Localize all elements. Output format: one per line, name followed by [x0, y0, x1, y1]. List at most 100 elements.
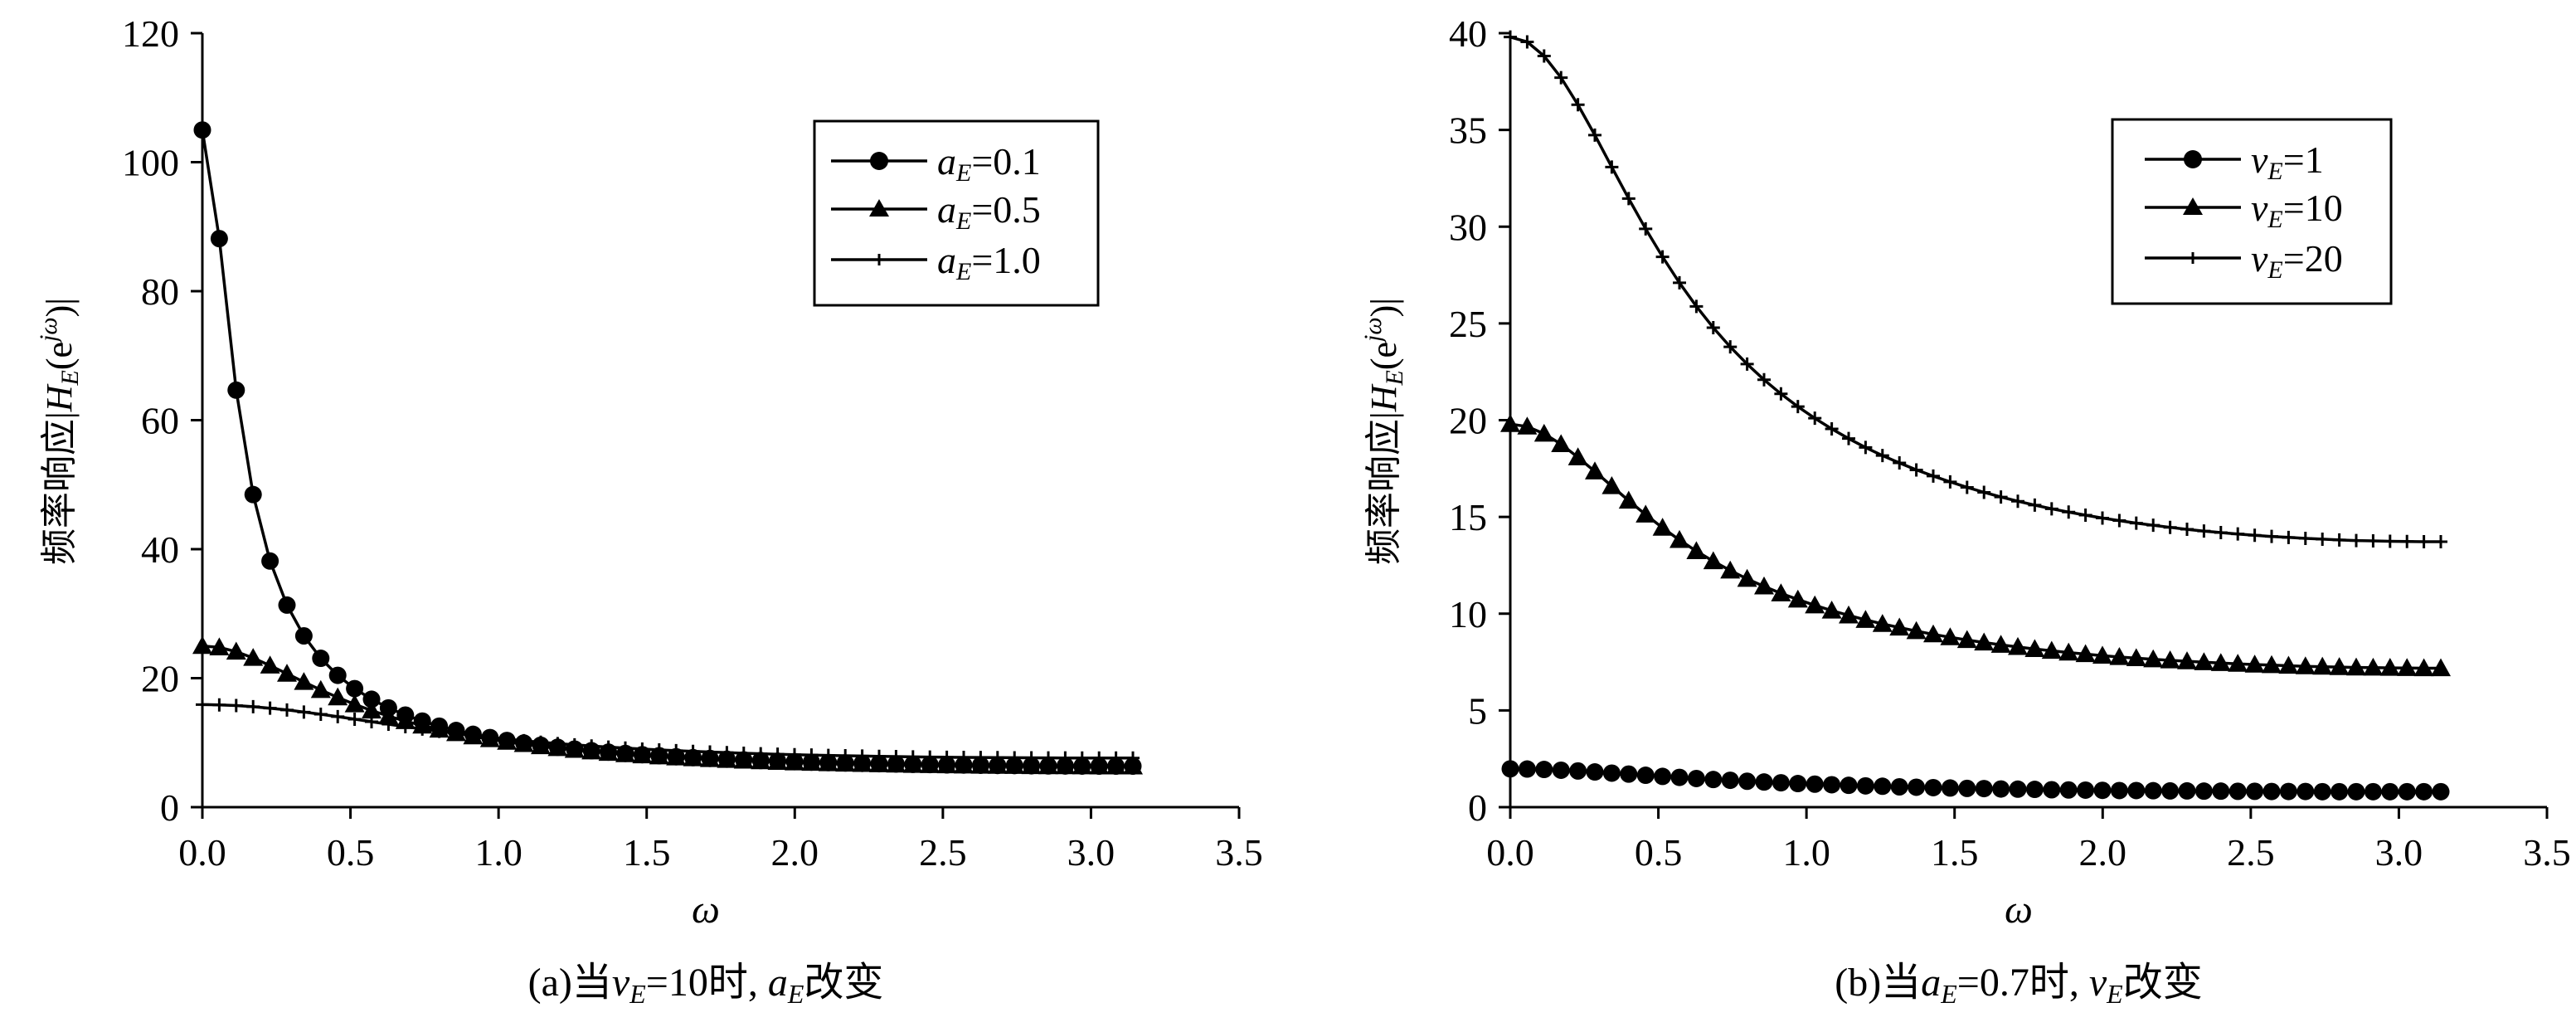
y-label-sup-b: jω — [1359, 317, 1387, 345]
data-point-b-2 — [1977, 485, 1991, 499]
data-point-a-1 — [1089, 756, 1110, 775]
data-point-a-1 — [852, 753, 872, 772]
x-tick-label-a: 2.0 — [771, 831, 819, 874]
data-point-b-1 — [1601, 476, 1622, 494]
data-point-b-2 — [1757, 372, 1771, 387]
ticks-a: 0.0 0.5 1.0 1.5 2.0 2.5 3.0 3.5 0 20 40 60 80 100 120 — [122, 12, 1263, 874]
data-point-b-1 — [1923, 624, 1943, 643]
plot-area-a — [192, 121, 1143, 776]
legend-a-label-1: aE=0.5 — [937, 188, 1041, 235]
data-point-b-2 — [1774, 387, 1788, 401]
data-point-b-1 — [2210, 653, 2231, 671]
data-point-b-1 — [2262, 655, 2282, 674]
data-point-b-0 — [1704, 771, 1723, 789]
panel-a: 0.0 0.5 1.0 1.5 2.0 2.5 3.0 3.5020406080100120 … — [35, 12, 1263, 1009]
data-point-b-1 — [1787, 589, 1808, 608]
data-point-a-1 — [902, 754, 923, 773]
y-label-bar-a: | — [39, 411, 80, 419]
data-point-b-2 — [1621, 192, 1636, 206]
y-tick-label-a: 0 — [160, 786, 179, 829]
data-point-a-0 — [362, 690, 381, 708]
data-point-a-2 — [686, 744, 700, 758]
panel-b: 0.0 0.5 1.0 1.5 2.0 2.5 3.0 3.5 0 5 10 15 20 25 30 35 40… — [1359, 12, 2571, 1009]
circle-marker-icon — [2184, 150, 2202, 168]
data-point-a-2 — [297, 705, 311, 719]
data-point-b-0 — [2059, 781, 2078, 799]
caption-a-mid: =10时, — [646, 961, 768, 1005]
data-point-b-1 — [1636, 504, 1656, 523]
data-point-a-2 — [246, 699, 260, 713]
data-point-b-0 — [2009, 780, 2027, 798]
y-label-h-a: H — [39, 383, 80, 412]
data-point-b-1 — [2295, 656, 2316, 674]
data-point-b-1 — [1585, 461, 1605, 479]
data-point-b-0 — [2212, 782, 2230, 801]
x-tick-label-b: 1.5 — [1931, 831, 1979, 874]
x-tick-label-b: 2.5 — [2227, 831, 2275, 874]
data-point-a-1 — [970, 756, 991, 774]
data-point-b-2 — [1723, 340, 1738, 354]
data-point-a-1 — [1123, 756, 1143, 775]
data-point-a-2 — [872, 749, 886, 763]
legend-a-entry-1: aE=0.5 — [831, 188, 1041, 235]
data-point-b-0 — [1992, 780, 2010, 798]
caption-a-post: 改变 — [804, 961, 883, 1005]
data-point-b-2 — [2231, 527, 2245, 541]
data-point-b-1 — [2008, 636, 2028, 655]
data-point-b-1 — [1737, 568, 1757, 587]
data-point-b-2 — [2366, 534, 2380, 548]
data-point-a-1 — [920, 755, 940, 773]
data-point-b-0 — [1975, 780, 1993, 798]
legend-b-label-1: vE=10 — [2251, 187, 2343, 233]
data-point-b-1 — [1821, 601, 1842, 619]
data-point-b-2 — [1689, 299, 1704, 314]
data-point-a-2 — [957, 750, 970, 764]
data-point-b-0 — [1958, 779, 1976, 797]
data-point-a-1 — [818, 753, 838, 771]
data-point-b-0 — [1620, 765, 1638, 783]
data-point-b-1 — [2379, 658, 2400, 676]
data-point-b-0 — [1890, 778, 1908, 796]
data-point-b-0 — [2161, 781, 2180, 800]
data-point-a-1 — [869, 754, 889, 772]
x-tick-label-b: 3.0 — [2375, 831, 2423, 874]
data-point-a-1 — [1055, 756, 1076, 775]
data-point-b-2 — [1571, 98, 1585, 112]
legend-b: vE=1 vE=10 vE=20 — [2111, 118, 2393, 305]
data-point-a-0 — [278, 596, 296, 614]
caption-b-post: 改变 — [2123, 961, 2203, 1005]
data-point-a-2 — [855, 749, 869, 763]
data-point-b-1 — [2109, 646, 2130, 665]
data-point-a-2 — [940, 750, 954, 764]
data-point-a-2 — [348, 712, 362, 726]
data-point-b-2 — [2265, 529, 2278, 543]
data-point-a-2 — [416, 722, 430, 736]
data-point-a-1 — [328, 687, 348, 706]
data-point-a-2 — [229, 698, 243, 713]
data-point-a-2 — [280, 703, 294, 717]
data-point-a-0 — [244, 485, 262, 504]
y-label-cn-b: 频率响应 — [1363, 419, 1404, 565]
data-point-b-0 — [1856, 776, 1874, 795]
y-tick-label-a: 40 — [141, 528, 179, 571]
data-point-b-0 — [2077, 781, 2095, 799]
data-point-b-1 — [1618, 490, 1639, 509]
data-point-b-0 — [1924, 778, 1942, 796]
x-tick-label-a: 1.0 — [474, 831, 522, 874]
data-point-a-1 — [344, 694, 365, 713]
data-point-a-2 — [770, 747, 785, 762]
data-point-b-1 — [2092, 645, 2112, 664]
series-b-1 — [1500, 414, 2451, 677]
data-point-a-2 — [365, 714, 378, 728]
data-point-a-2 — [990, 751, 1004, 765]
data-point-b-0 — [2127, 781, 2146, 800]
data-point-b-1 — [1872, 614, 1893, 632]
data-point-a-1 — [1004, 756, 1025, 774]
x-tick-label-a: 1.5 — [623, 831, 671, 874]
series-line-b-1 — [1509, 422, 2441, 670]
legend-a-box — [813, 119, 1100, 307]
data-point-b-0 — [2398, 782, 2416, 801]
data-point-b-2 — [2163, 520, 2177, 534]
data-point-a-2 — [923, 750, 937, 764]
x-tick-label-b: 0.5 — [1635, 831, 1683, 874]
